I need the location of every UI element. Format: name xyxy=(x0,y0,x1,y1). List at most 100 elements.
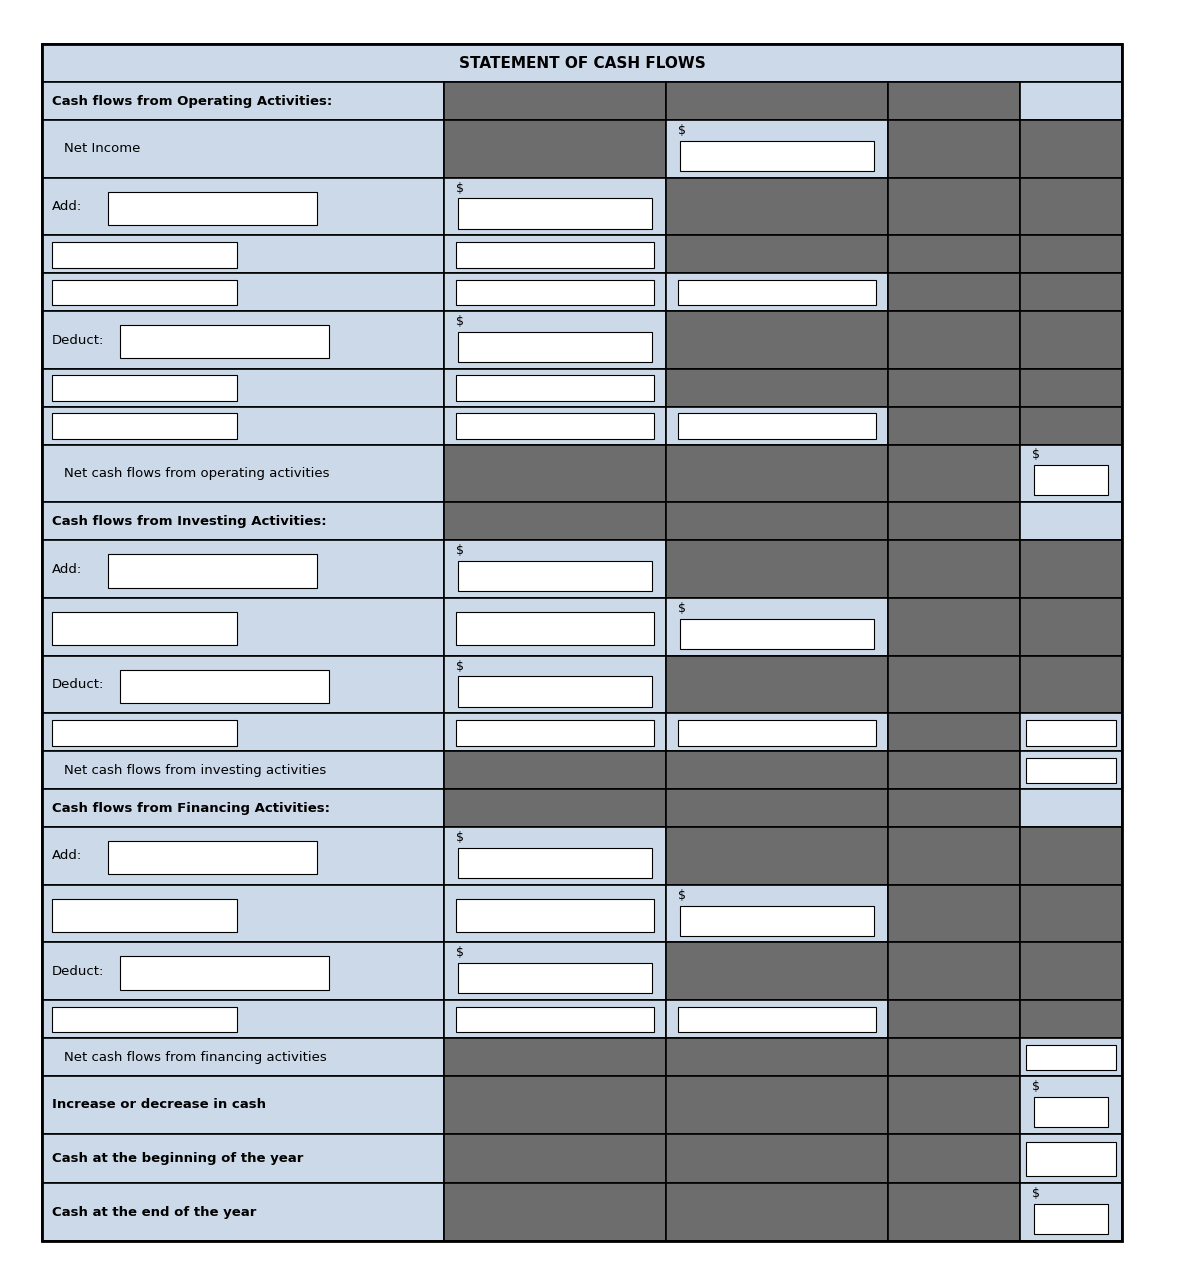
Bar xyxy=(666,789,888,827)
Bar xyxy=(444,82,666,120)
Bar xyxy=(1020,273,1122,311)
Bar xyxy=(444,751,666,789)
Bar xyxy=(42,885,444,943)
Bar xyxy=(666,827,888,885)
Text: Cash at the end of the year: Cash at the end of the year xyxy=(52,1206,256,1218)
Bar xyxy=(666,273,888,311)
Bar xyxy=(42,943,444,1000)
Bar xyxy=(678,1006,876,1033)
Bar xyxy=(1020,789,1122,827)
Bar xyxy=(444,540,666,598)
Bar xyxy=(888,1038,1020,1076)
Text: STATEMENT OF CASH FLOWS: STATEMENT OF CASH FLOWS xyxy=(458,56,706,71)
Text: $: $ xyxy=(456,830,464,844)
Bar xyxy=(1026,1143,1116,1176)
Bar xyxy=(52,612,236,646)
Bar xyxy=(120,325,329,359)
Bar xyxy=(666,713,888,751)
Text: $: $ xyxy=(456,182,464,195)
Bar xyxy=(678,413,876,439)
Bar xyxy=(42,540,444,598)
Bar xyxy=(108,841,317,875)
Bar xyxy=(444,311,666,369)
Bar xyxy=(1020,178,1122,235)
Bar xyxy=(1026,757,1116,784)
Bar xyxy=(444,120,666,178)
Bar xyxy=(680,140,874,171)
Bar xyxy=(444,502,666,540)
Bar xyxy=(1020,311,1122,369)
Bar xyxy=(1020,1000,1122,1038)
Bar xyxy=(42,598,444,656)
Bar xyxy=(888,827,1020,885)
Text: $: $ xyxy=(456,315,464,329)
Bar xyxy=(666,311,888,369)
Bar xyxy=(888,598,1020,656)
Bar xyxy=(666,1134,888,1183)
Bar xyxy=(1020,502,1122,540)
Bar xyxy=(666,82,888,120)
Bar xyxy=(444,178,666,235)
Bar xyxy=(888,407,1020,445)
Bar xyxy=(456,612,654,646)
Bar xyxy=(444,369,666,407)
Text: Cash flows from Investing Activities:: Cash flows from Investing Activities: xyxy=(52,514,326,528)
Bar xyxy=(888,235,1020,273)
Bar xyxy=(444,827,666,885)
Bar xyxy=(458,332,652,362)
Bar xyxy=(444,713,666,751)
Text: $: $ xyxy=(678,889,686,901)
Bar xyxy=(1020,598,1122,656)
Bar xyxy=(52,1006,236,1033)
Bar xyxy=(108,554,317,588)
Bar xyxy=(42,44,1122,82)
Bar xyxy=(444,943,666,1000)
Bar xyxy=(1034,1205,1108,1235)
Text: Deduct:: Deduct: xyxy=(52,964,104,978)
Bar xyxy=(42,235,444,273)
Bar xyxy=(52,413,236,439)
Text: Net Income: Net Income xyxy=(64,143,140,155)
Bar xyxy=(1020,369,1122,407)
Text: Deduct:: Deduct: xyxy=(52,334,104,346)
Bar xyxy=(680,618,874,648)
Bar xyxy=(42,445,444,502)
Text: Cash flows from Operating Activities:: Cash flows from Operating Activities: xyxy=(52,95,332,107)
Bar xyxy=(1034,1097,1108,1126)
Bar xyxy=(52,720,236,746)
Bar xyxy=(666,598,888,656)
Bar xyxy=(444,885,666,943)
Text: $: $ xyxy=(678,124,686,137)
Bar xyxy=(1020,1038,1122,1076)
Bar xyxy=(1020,1076,1122,1134)
Bar xyxy=(444,656,666,713)
Bar xyxy=(888,273,1020,311)
Text: Net cash flows from operating activities: Net cash flows from operating activities xyxy=(64,466,329,480)
Text: $: $ xyxy=(1032,1079,1040,1093)
Bar xyxy=(52,241,236,268)
Bar xyxy=(458,963,652,994)
Bar xyxy=(52,899,236,932)
Bar xyxy=(1034,465,1108,495)
Bar xyxy=(458,848,652,877)
Bar xyxy=(458,676,652,707)
Text: Increase or decrease in cash: Increase or decrease in cash xyxy=(52,1098,265,1111)
Bar xyxy=(444,1076,666,1134)
Text: $: $ xyxy=(678,602,686,614)
Bar xyxy=(666,1000,888,1038)
Bar xyxy=(666,502,888,540)
Bar xyxy=(1020,656,1122,713)
Bar xyxy=(888,82,1020,120)
Bar xyxy=(108,192,317,225)
Bar xyxy=(666,656,888,713)
Bar xyxy=(42,713,444,751)
Bar xyxy=(42,273,444,311)
Bar xyxy=(888,1076,1020,1134)
Bar xyxy=(42,120,444,178)
Text: Add:: Add: xyxy=(52,849,82,862)
Bar xyxy=(1020,713,1122,751)
Bar xyxy=(42,178,444,235)
Bar xyxy=(666,1183,888,1241)
Bar xyxy=(666,120,888,178)
Text: $: $ xyxy=(456,544,464,557)
